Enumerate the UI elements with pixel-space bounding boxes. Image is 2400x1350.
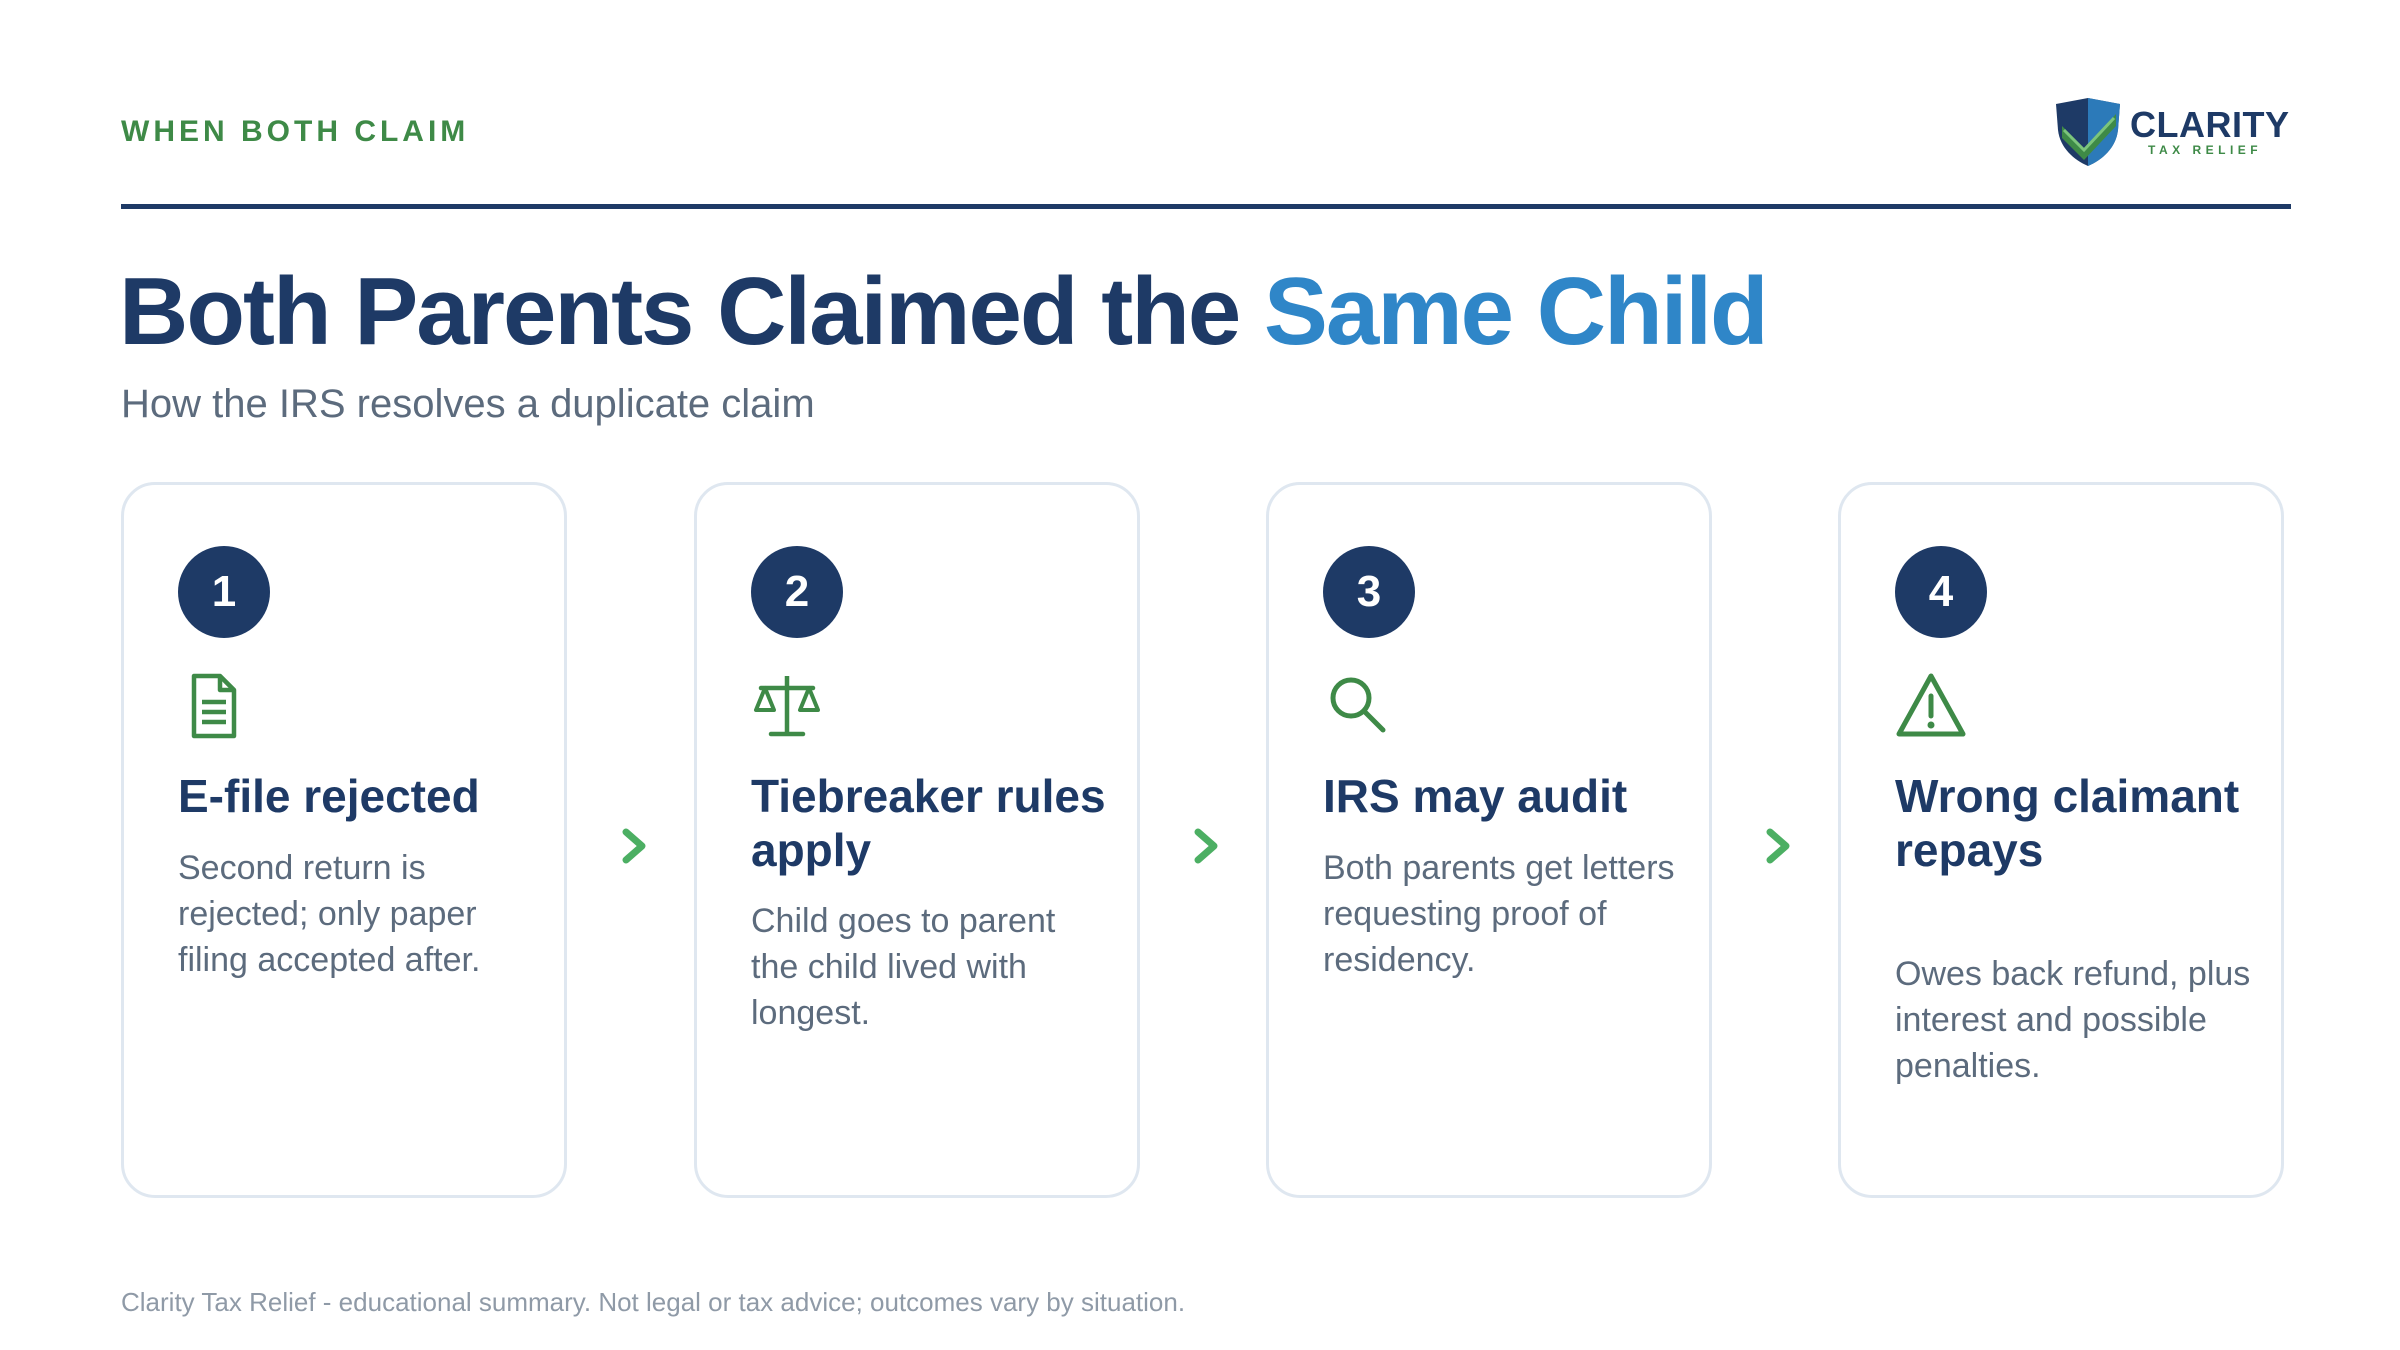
footer-disclaimer: Clarity Tax Relief - educational summary… — [121, 1287, 1186, 1317]
step-body: Owes back refund, plus interest and poss… — [1895, 955, 2251, 1085]
step-number: 1 — [178, 546, 270, 638]
step-card-3: 3 IRS may audit Both parents get letters… — [1266, 482, 1712, 1198]
step-title: IRS may audit — [1323, 770, 1628, 822]
page-subtitle: How the IRS resolves a duplicate claim — [121, 382, 815, 426]
step-number: 3 — [1323, 546, 1415, 638]
step-number: 4 — [1895, 546, 1987, 638]
chevron-right-icon — [1194, 828, 1218, 864]
step-body: Both parents get letters requesting proo… — [1323, 849, 1675, 979]
chevron-right-icon — [1766, 828, 1790, 864]
warning-icon — [1896, 673, 1966, 737]
step-number: 2 — [751, 546, 843, 638]
eyebrow-label: WHEN BOTH CLAIM — [121, 115, 470, 148]
logo-tagline: TAX RELIEF — [2148, 143, 2263, 157]
step-body: Second return is rejected; only paper fi… — [178, 849, 481, 979]
page-title: Both Parents Claimed the Same Child — [119, 257, 1769, 367]
shield-check-logo-icon — [2056, 98, 2120, 166]
step-title: E-file rejected — [178, 770, 480, 822]
title-accent: Same Child — [1263, 258, 1769, 365]
step-card-4: 4 Wrong claimant repays Owes back refund… — [1838, 482, 2284, 1198]
step-title: Wrong claimant repays — [1895, 770, 2240, 876]
scales-icon — [754, 676, 820, 737]
logo-name: CLARITY — [2130, 104, 2290, 145]
step-card-1: 1 E-file rejected Second return is rejec… — [121, 482, 567, 1198]
step-card-2: 2 Tiebreaker rules apply Child goes to p… — [694, 482, 1140, 1198]
magnifier-icon — [1330, 677, 1386, 733]
chevron-right-icon — [622, 828, 646, 864]
step-body: Child goes to parent the child lived wit… — [751, 902, 1056, 1032]
brand-logo: CLARITY TAX RELIEF — [2050, 96, 2290, 168]
step-title: Tiebreaker rules apply — [751, 770, 1106, 876]
title-main: Both Parents Claimed the — [119, 258, 1264, 365]
header-divider — [121, 204, 2291, 209]
document-icon — [191, 673, 237, 739]
